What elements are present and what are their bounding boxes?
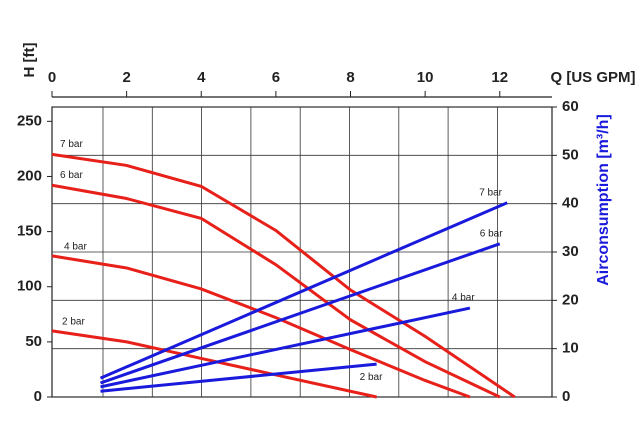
x-tick-label: 8 [346,69,354,86]
y2-tick-label: 50 [562,146,579,163]
series-line [51,152,516,399]
series-label: 7 bar [479,187,502,198]
series-label: 2 bar [360,372,383,383]
series-line [99,201,508,380]
series-label: 4 bar [64,241,87,252]
y-tick-label: 200 [17,167,42,184]
y2-tick-label: 60 [562,98,579,115]
y-axis-title: H [ft] [21,43,38,78]
y2-tick-label: 20 [562,291,579,308]
series-line [100,306,471,389]
series-line [51,183,501,399]
x-tick-label: 2 [122,69,130,86]
y2-tick-label: 40 [562,195,579,212]
y-tick-label: 100 [17,278,42,295]
series-label: 7 bar [60,139,83,150]
series-line [100,362,377,393]
y2-axis-title: Airconsumption [m³/h] [595,114,612,286]
x-tick-label: 10 [417,69,434,86]
series-label: 4 bar [452,293,475,304]
series-label: 6 bar [480,228,503,239]
y2-tick-label: 10 [562,340,579,357]
y-tick-label: 150 [17,223,42,240]
series-line [51,329,377,399]
y-tick-label: 50 [25,333,42,350]
series-line [100,242,501,385]
x-tick-label: 0 [48,69,56,86]
y-tick-label: 0 [34,388,42,405]
series-label: 6 bar [60,170,83,181]
x-tick-label: 4 [197,69,206,86]
x-tick-label: 6 [272,69,280,86]
y2-tick-label: 30 [562,243,579,260]
y-tick-label: 250 [17,112,42,129]
x-axis-title: Q [US GPM] [551,69,636,86]
series-line [51,254,471,399]
x-tick-label: 12 [491,69,508,86]
y2-tick-label: 0 [562,388,570,405]
series-label: 2 bar [62,316,85,327]
